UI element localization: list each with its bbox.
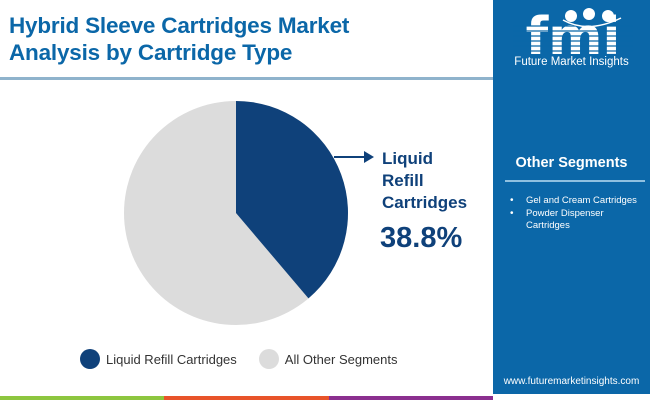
callout-label-line: Cartridges: [382, 193, 468, 212]
title-line-2: Analysis by Cartridge Type: [9, 40, 293, 65]
pie-slice-liquid-refill: [236, 101, 348, 299]
legend-item-other: All Other Segments: [258, 349, 398, 369]
sidebar: fmi Future Market Insights Other Segment…: [493, 0, 650, 394]
bar-segment-purple: [328, 396, 493, 400]
website-link[interactable]: www.futuremarketinsights.com: [503, 376, 640, 387]
legend-label: Liquid Refill Cartridges: [106, 351, 237, 367]
legend-swatch-icon: [80, 349, 100, 369]
sidebar-divider: [505, 180, 645, 182]
bar-segment-green: [0, 396, 165, 400]
chart-legend: Liquid Refill Cartridges All Other Segme…: [80, 349, 420, 369]
list-item: Gel and Cream Cartridges: [506, 195, 646, 208]
list-item: Powder Dispenser Cartridges: [506, 208, 646, 233]
pie-chart: [124, 101, 348, 325]
bar-segment-orange: [164, 396, 329, 400]
callout-label-line: Liquid: [382, 149, 433, 168]
other-segments-title: Other Segments: [515, 155, 628, 171]
bottom-color-bar: [0, 396, 493, 400]
callout-label-line: Refill: [382, 171, 424, 190]
title-line-1: Hybrid Sleeve Cartridges Market: [9, 13, 350, 38]
legend-item-liquid-refill: Liquid Refill Cartridges: [80, 349, 237, 369]
callout-value: 38.8%: [380, 222, 463, 254]
legend-label: All Other Segments: [284, 351, 398, 367]
callout-label: Liquid Refill Cartridges: [382, 148, 482, 214]
callout-arrow-icon: [334, 151, 374, 163]
fmi-logo-icon: fmi: [513, 7, 633, 67]
other-segments-list: Gel and Cream Cartridges Powder Dispense…: [506, 195, 646, 233]
header-divider: [0, 77, 493, 80]
legend-swatch-icon: [258, 349, 279, 369]
page-title: Hybrid Sleeve Cartridges Market Analysis…: [9, 12, 489, 66]
logo-name: Future Market Insights: [514, 56, 629, 68]
